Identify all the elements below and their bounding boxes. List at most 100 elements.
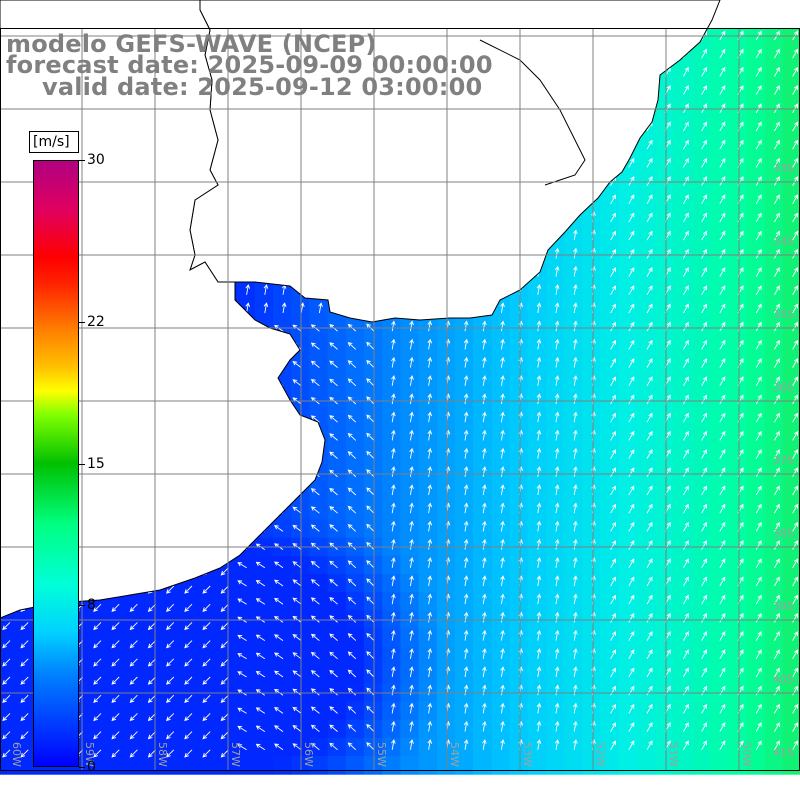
direction-arrow	[129, 622, 138, 631]
field-cell	[673, 665, 693, 684]
direction-arrow	[310, 524, 320, 532]
field-cell	[254, 737, 274, 757]
direction-arrow	[93, 603, 102, 612]
field-cell	[418, 355, 438, 375]
direction-arrow	[683, 412, 689, 423]
direction-arrow	[329, 433, 338, 441]
field-cell	[673, 282, 693, 302]
field-cell	[673, 519, 693, 539]
field-cell	[746, 355, 765, 375]
direction-arrow	[391, 611, 396, 623]
direction-arrow	[366, 359, 375, 368]
field-cell	[673, 428, 693, 448]
direction-arrow	[554, 302, 560, 314]
direction-arrow	[701, 376, 708, 387]
direction-arrow	[347, 651, 357, 660]
direction-arrow	[255, 561, 266, 569]
field-cell	[345, 592, 365, 611]
direction-arrow	[792, 267, 799, 277]
field-cell	[673, 155, 693, 175]
direction-arrow	[427, 611, 433, 623]
field-cell	[746, 264, 765, 284]
colorbar-tick-label: 0	[87, 759, 96, 775]
direction-arrow	[628, 703, 635, 714]
field-cell	[455, 701, 474, 721]
field-cell	[655, 337, 674, 357]
direction-arrow	[683, 703, 689, 714]
direction-arrow	[310, 651, 320, 660]
field-cell	[764, 501, 784, 520]
field-cell	[618, 319, 638, 338]
field-cell	[364, 737, 383, 757]
direction-arrow	[701, 194, 708, 205]
direction-arrow	[755, 85, 762, 95]
direction-arrow	[628, 248, 635, 259]
direction-arrow	[409, 429, 414, 441]
field-cell	[327, 628, 347, 648]
direction-arrow	[774, 285, 780, 296]
direction-arrow	[774, 176, 780, 186]
field-cell	[746, 191, 765, 211]
direction-arrow	[391, 466, 396, 477]
direction-arrow	[391, 447, 396, 459]
field-cell	[182, 665, 201, 684]
direction-arrow	[628, 485, 635, 496]
direction-arrow	[628, 303, 635, 314]
field-cell	[600, 410, 620, 429]
field-cell	[637, 592, 656, 611]
direction-arrow	[701, 703, 708, 714]
field-cell	[655, 719, 674, 739]
direction-arrow	[255, 689, 266, 696]
field-cell	[564, 737, 583, 757]
field-cell	[400, 373, 420, 393]
direction-arrow	[220, 676, 229, 685]
direction-arrow	[347, 724, 357, 732]
field-cell	[327, 373, 347, 393]
direction-arrow	[573, 611, 578, 623]
lat-label: 34S	[773, 235, 794, 248]
direction-arrow	[310, 488, 320, 496]
field-cell	[618, 628, 638, 648]
field-cell	[345, 483, 365, 502]
field-cell	[18, 646, 37, 666]
direction-arrow	[2, 713, 11, 722]
direction-arrow	[329, 506, 338, 514]
direction-arrow	[500, 702, 505, 714]
field-cell	[18, 628, 37, 648]
direction-arrow	[391, 502, 396, 514]
field-cell	[746, 246, 765, 266]
direction-arrow	[310, 706, 320, 714]
field-cell	[200, 628, 219, 648]
direction-arrow	[573, 557, 578, 568]
direction-arrow	[147, 694, 156, 703]
field-cell	[709, 82, 729, 102]
field-cell	[546, 646, 565, 666]
direction-arrow	[628, 594, 635, 605]
field-cell	[455, 592, 474, 611]
field-cell	[473, 756, 492, 775]
direction-arrow	[755, 449, 762, 459]
direction-arrow	[628, 740, 635, 751]
direction-arrow	[366, 450, 375, 459]
field-cell	[491, 737, 511, 757]
direction-arrow	[719, 667, 726, 678]
direction-arrow	[536, 557, 542, 568]
field-cell	[782, 410, 800, 429]
direction-arrow	[646, 157, 653, 168]
direction-arrow	[683, 85, 689, 95]
field-cell	[455, 665, 474, 684]
field-cell	[455, 428, 474, 448]
field-cell	[455, 737, 474, 757]
direction-arrow	[683, 521, 689, 532]
direction-arrow	[683, 394, 689, 405]
field-cell	[564, 337, 583, 357]
direction-arrow	[366, 560, 375, 569]
direction-arrow	[2, 622, 11, 631]
direction-arrow	[701, 267, 708, 277]
field-cell	[728, 210, 747, 229]
field-cell	[728, 355, 747, 375]
direction-arrow	[573, 265, 578, 277]
direction-arrow	[147, 603, 156, 612]
direction-arrow	[347, 378, 357, 387]
direction-arrow	[310, 378, 320, 387]
